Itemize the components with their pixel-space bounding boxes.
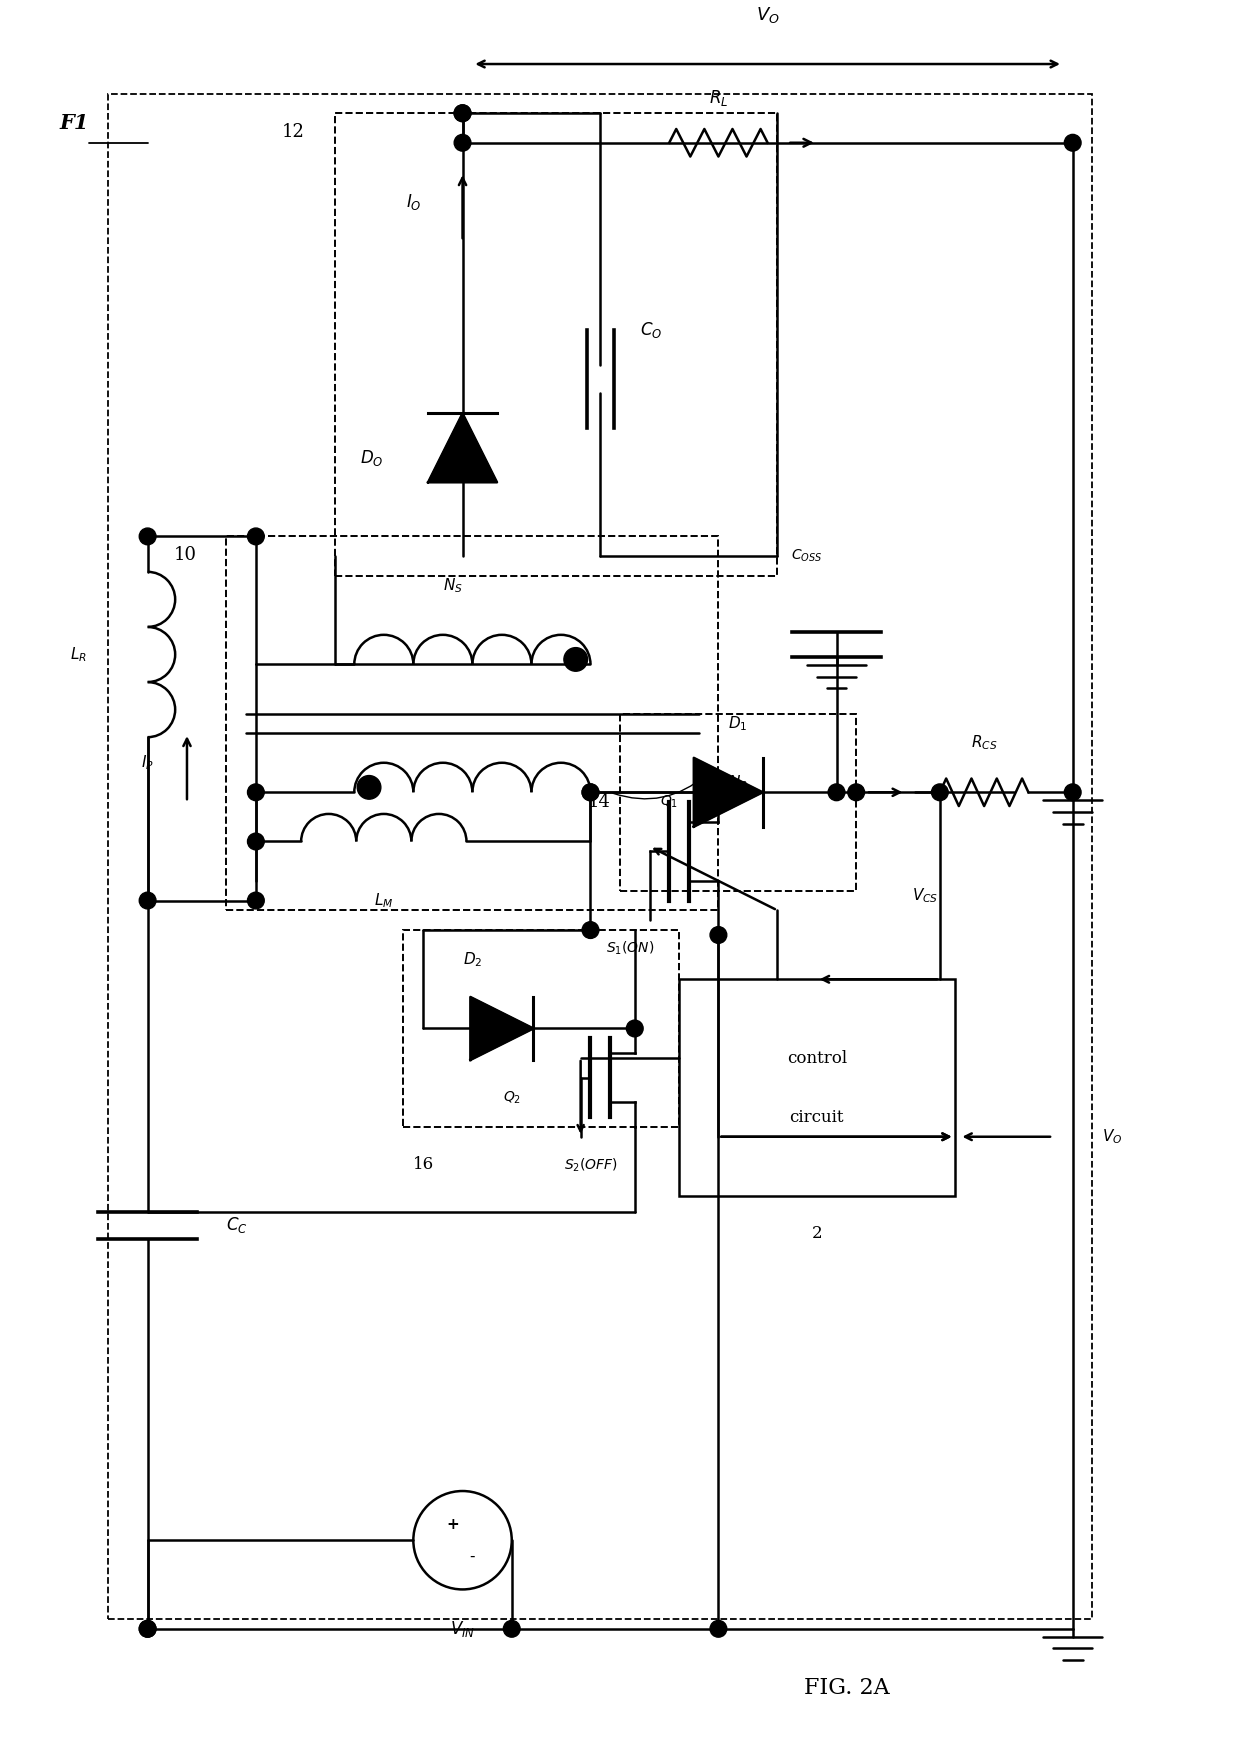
- Circle shape: [139, 1620, 156, 1638]
- Text: -: -: [470, 1549, 475, 1563]
- Text: circuit: circuit: [790, 1109, 844, 1125]
- Bar: [227, 537, 718, 910]
- Text: $C_{OSS}$: $C_{OSS}$: [791, 548, 822, 565]
- Circle shape: [248, 528, 264, 544]
- Circle shape: [828, 783, 844, 800]
- Text: $D_O$: $D_O$: [361, 448, 384, 467]
- Circle shape: [248, 893, 264, 909]
- Text: $C_C$: $C_C$: [227, 1216, 248, 1235]
- Text: $D_2$: $D_2$: [463, 950, 482, 970]
- Bar: [620, 713, 856, 891]
- Text: $V_O$: $V_O$: [755, 5, 780, 24]
- Bar: [403, 930, 680, 1127]
- Circle shape: [564, 647, 588, 671]
- Text: $R_L$: $R_L$: [709, 89, 728, 108]
- Circle shape: [139, 893, 156, 909]
- Text: $D_1$: $D_1$: [728, 713, 748, 732]
- Text: control: control: [786, 1050, 847, 1067]
- Text: F1: F1: [60, 113, 88, 133]
- Text: 12: 12: [283, 124, 305, 141]
- Text: +: +: [446, 1517, 459, 1531]
- Circle shape: [711, 1620, 727, 1638]
- Circle shape: [711, 783, 727, 800]
- Circle shape: [503, 1620, 520, 1638]
- Circle shape: [357, 776, 381, 799]
- Circle shape: [454, 105, 471, 122]
- Text: $V_{IN}$: $V_{IN}$: [450, 1618, 475, 1639]
- Circle shape: [582, 921, 599, 938]
- Circle shape: [139, 528, 156, 544]
- Bar: [680, 980, 955, 1196]
- Circle shape: [1064, 783, 1081, 800]
- Text: $V_O$: $V_O$: [1102, 1127, 1122, 1146]
- Text: $Q_2$: $Q_2$: [503, 1090, 522, 1106]
- Text: $I_O$: $I_O$: [405, 192, 422, 211]
- Circle shape: [711, 926, 727, 944]
- Bar: [108, 94, 1092, 1618]
- Text: 16: 16: [413, 1156, 434, 1174]
- Circle shape: [248, 834, 264, 849]
- Text: $L_M$: $L_M$: [374, 891, 393, 910]
- Text: 2: 2: [811, 1226, 822, 1242]
- Circle shape: [454, 105, 471, 122]
- Circle shape: [848, 783, 864, 800]
- Circle shape: [454, 134, 471, 152]
- Circle shape: [582, 783, 599, 800]
- Text: $V_{CS}$: $V_{CS}$: [911, 886, 939, 905]
- Circle shape: [582, 783, 599, 800]
- Text: $R_{CS}$: $R_{CS}$: [971, 734, 997, 752]
- Polygon shape: [470, 998, 533, 1060]
- Circle shape: [1064, 134, 1081, 152]
- Polygon shape: [694, 759, 763, 827]
- Circle shape: [626, 1020, 644, 1038]
- Text: $Q_1$: $Q_1$: [660, 794, 678, 811]
- Text: $N_P$: $N_P$: [728, 773, 748, 792]
- Circle shape: [931, 783, 949, 800]
- Text: $L_R$: $L_R$: [71, 645, 87, 664]
- Circle shape: [139, 1620, 156, 1638]
- Text: 14: 14: [588, 794, 610, 811]
- Text: $N_S$: $N_S$: [443, 576, 463, 595]
- Text: $S_2(OFF)$: $S_2(OFF)$: [563, 1156, 618, 1174]
- Text: FIG. 2A: FIG. 2A: [804, 1676, 889, 1699]
- Text: $C_O$: $C_O$: [640, 319, 662, 340]
- Text: $I_P$: $I_P$: [141, 753, 154, 773]
- Polygon shape: [428, 413, 497, 483]
- Text: $S_1(ON)$: $S_1(ON)$: [605, 940, 653, 957]
- Text: 10: 10: [174, 546, 197, 565]
- Circle shape: [248, 783, 264, 800]
- Bar: [335, 113, 777, 576]
